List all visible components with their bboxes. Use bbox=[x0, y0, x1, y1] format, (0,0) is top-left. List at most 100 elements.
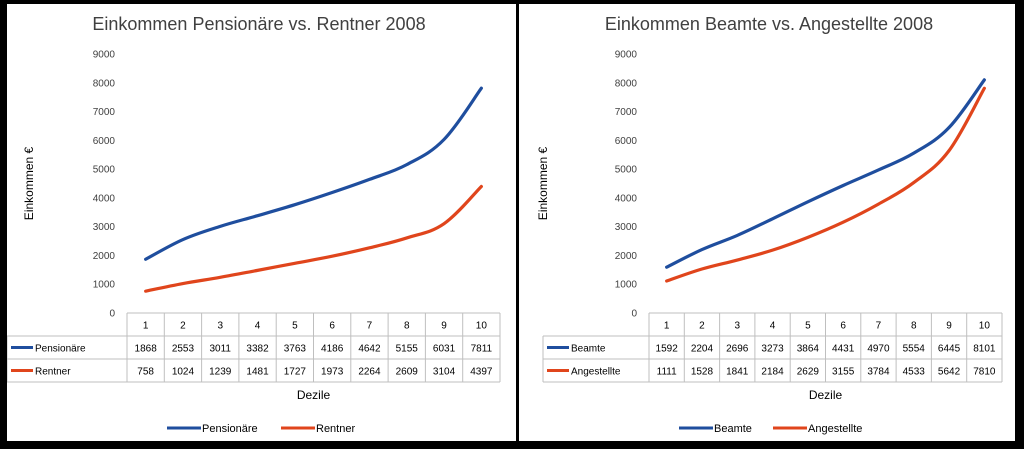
data-value-cell: 1024 bbox=[172, 367, 195, 378]
y-tick-label: 3000 bbox=[93, 222, 116, 233]
y-tick-label: 0 bbox=[109, 309, 115, 320]
table-series-name: Angestellte bbox=[571, 367, 621, 378]
category-label: 9 bbox=[946, 321, 952, 332]
series-line-pensionäre bbox=[144, 86, 483, 261]
category-label: 5 bbox=[292, 321, 298, 332]
category-label: 4 bbox=[255, 321, 261, 332]
chart-pensionaere-rentner: Einkommen Pensionäre vs. Rentner 2008 Ein… bbox=[7, 14, 501, 435]
legend-label: Beamte bbox=[714, 423, 752, 435]
data-value-cell: 1481 bbox=[246, 367, 269, 378]
chart-title: Einkommen Beamte vs. Angestellte 2008 bbox=[605, 14, 933, 34]
category-label: 10 bbox=[476, 321, 488, 332]
data-value-cell: 3763 bbox=[284, 344, 307, 355]
data-value-cell: 2204 bbox=[691, 344, 714, 355]
data-value-cell: 3104 bbox=[433, 367, 456, 378]
y-tick-label: 0 bbox=[631, 309, 637, 320]
category-label: 8 bbox=[911, 321, 917, 332]
legend-label: Angestellte bbox=[808, 423, 862, 435]
data-value-cell: 8101 bbox=[973, 344, 996, 355]
data-value-cell: 5155 bbox=[396, 344, 419, 355]
data-value-cell: 2264 bbox=[358, 367, 381, 378]
data-value-cell: 2553 bbox=[172, 344, 195, 355]
series-line-rentner bbox=[144, 184, 483, 293]
data-value-cell: 2184 bbox=[761, 367, 784, 378]
data-value-cell: 2696 bbox=[726, 344, 749, 355]
chart-panel-beamte-angestellte: Einkommen Beamte vs. Angestellte 2008 Ein… bbox=[519, 4, 1015, 441]
data-value-cell: 2609 bbox=[396, 367, 419, 378]
y-axis-label: Einkommen € bbox=[22, 146, 36, 220]
data-value-cell: 1868 bbox=[135, 344, 158, 355]
data-value-cell: 758 bbox=[137, 367, 154, 378]
category-label: 7 bbox=[876, 321, 882, 332]
y-tick-label: 7000 bbox=[93, 107, 116, 118]
data-value-cell: 7810 bbox=[973, 367, 996, 378]
data-value-cell: 1973 bbox=[321, 367, 344, 378]
data-value-cell: 4970 bbox=[867, 344, 890, 355]
y-tick-label: 2000 bbox=[93, 251, 116, 262]
table-series-name: Rentner bbox=[35, 367, 71, 378]
x-axis-label: Dezile bbox=[809, 388, 843, 402]
data-value-cell: 6445 bbox=[938, 344, 961, 355]
data-value-cell: 7811 bbox=[471, 344, 493, 355]
category-label: 8 bbox=[404, 321, 410, 332]
category-label: 3 bbox=[217, 321, 223, 332]
data-value-cell: 3011 bbox=[209, 344, 231, 355]
y-tick-label: 9000 bbox=[93, 50, 116, 61]
data-value-cell: 3784 bbox=[867, 367, 890, 378]
data-value-cell: 2629 bbox=[797, 367, 820, 378]
category-label: 5 bbox=[805, 321, 811, 332]
category-label: 1 bbox=[143, 321, 149, 332]
y-tick-label: 4000 bbox=[93, 193, 116, 204]
category-label: 6 bbox=[840, 321, 846, 332]
category-label: 7 bbox=[367, 321, 373, 332]
data-value-cell: 3155 bbox=[832, 367, 855, 378]
data-value-cell: 3382 bbox=[246, 344, 269, 355]
data-value-cell: 6031 bbox=[433, 344, 456, 355]
category-label: 1 bbox=[664, 321, 670, 332]
legend-label: Rentner bbox=[316, 423, 355, 435]
y-tick-label: 8000 bbox=[93, 78, 116, 89]
data-value-cell: 4642 bbox=[358, 344, 381, 355]
data-value-cell: 5554 bbox=[903, 344, 926, 355]
y-tick-label: 1000 bbox=[93, 280, 116, 291]
data-value-cell: 1592 bbox=[656, 344, 679, 355]
category-label: 9 bbox=[441, 321, 447, 332]
chart-panel-pensionaere-rentner: Einkommen Pensionäre vs. Rentner 2008 Ein… bbox=[7, 4, 516, 441]
y-tick-label: 6000 bbox=[615, 136, 638, 147]
category-label: 10 bbox=[979, 321, 991, 332]
category-label: 4 bbox=[770, 321, 776, 332]
chart-beamte-angestellte: Einkommen Beamte vs. Angestellte 2008 Ein… bbox=[536, 14, 1003, 435]
data-value-cell: 4186 bbox=[321, 344, 344, 355]
table-series-name: Beamte bbox=[571, 344, 606, 355]
data-value-cell: 1239 bbox=[209, 367, 232, 378]
data-value-cell: 1528 bbox=[691, 367, 714, 378]
y-axis-label: Einkommen € bbox=[536, 146, 550, 220]
y-tick-label: 9000 bbox=[615, 50, 638, 61]
y-tick-label: 3000 bbox=[615, 222, 638, 233]
y-tick-label: 7000 bbox=[615, 107, 638, 118]
category-label: 3 bbox=[734, 321, 740, 332]
y-tick-label: 8000 bbox=[615, 78, 638, 89]
data-value-cell: 1727 bbox=[284, 367, 307, 378]
series-line-angestellte bbox=[665, 86, 986, 283]
y-tick-label: 2000 bbox=[615, 251, 638, 262]
data-value-cell: 4431 bbox=[832, 344, 855, 355]
data-value-cell: 1111 bbox=[657, 367, 677, 378]
series-line-beamte bbox=[665, 78, 986, 269]
data-value-cell: 1841 bbox=[726, 367, 749, 378]
x-axis-label: Dezile bbox=[297, 388, 331, 402]
y-tick-label: 4000 bbox=[615, 193, 638, 204]
data-value-cell: 4397 bbox=[470, 367, 493, 378]
chart-title: Einkommen Pensionäre vs. Rentner 2008 bbox=[92, 14, 425, 34]
data-value-cell: 5642 bbox=[938, 367, 961, 378]
data-value-cell: 3864 bbox=[797, 344, 820, 355]
y-tick-label: 1000 bbox=[615, 280, 638, 291]
y-tick-label: 5000 bbox=[93, 165, 116, 176]
table-series-name: Pensionäre bbox=[35, 344, 86, 355]
category-label: 2 bbox=[699, 321, 705, 332]
y-tick-label: 5000 bbox=[615, 165, 638, 176]
y-tick-label: 6000 bbox=[93, 136, 116, 147]
data-value-cell: 3273 bbox=[761, 344, 784, 355]
data-value-cell: 4533 bbox=[903, 367, 926, 378]
